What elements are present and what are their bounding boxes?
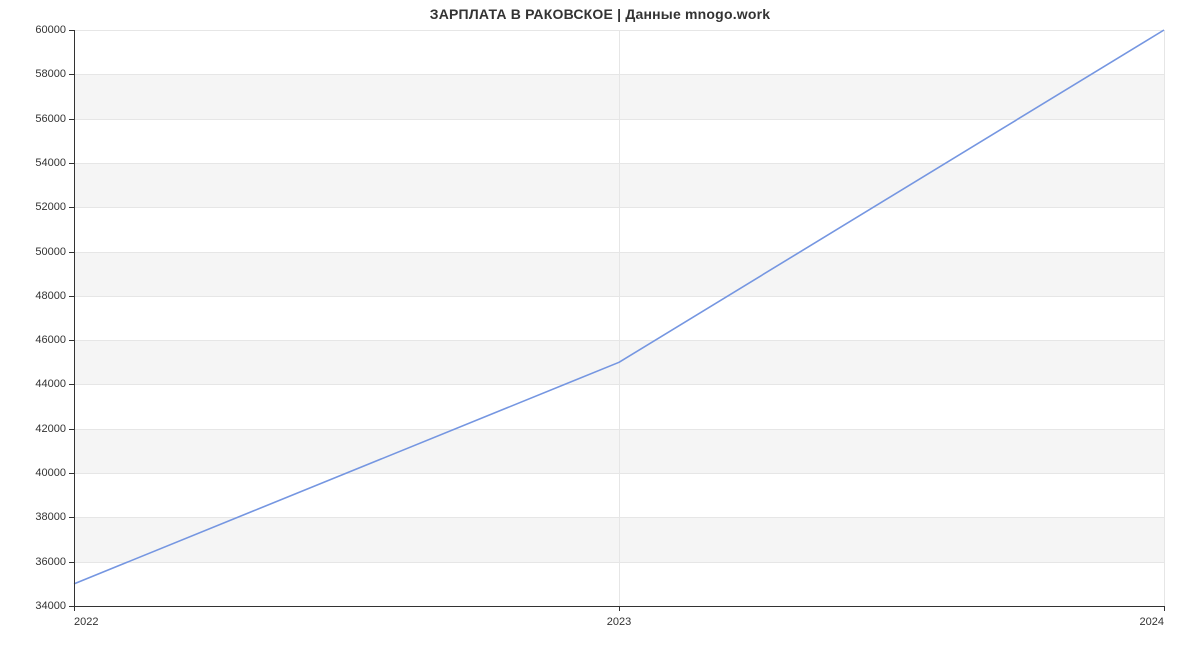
y-tick-label: 58000 [22,68,66,80]
y-axis-line [74,30,75,606]
x-tick [1164,606,1165,611]
y-tick-label: 44000 [22,378,66,390]
y-tick-label: 54000 [22,157,66,169]
y-tick-label: 40000 [22,467,66,479]
y-tick-label: 46000 [22,334,66,346]
y-tick-label: 38000 [22,511,66,523]
y-tick-label: 36000 [22,556,66,568]
x-tick-label: 2023 [589,616,649,628]
y-tick [69,473,74,474]
salary-chart: ЗАРПЛАТА В РАКОВСКОЕ | Данные mnogo.work… [0,0,1200,650]
y-tick [69,207,74,208]
y-tick [69,252,74,253]
x-tick [74,606,75,611]
y-tick [69,562,74,563]
y-tick-label: 52000 [22,201,66,213]
chart-title: ЗАРПЛАТА В РАКОВСКОЕ | Данные mnogo.work [0,6,1200,22]
y-tick-label: 56000 [22,113,66,125]
y-tick [69,384,74,385]
y-tick-label: 60000 [22,24,66,36]
y-tick [69,517,74,518]
y-tick [69,340,74,341]
x-tick-label: 2022 [74,616,134,628]
plot-area: 3400036000380004000042000440004600048000… [74,30,1164,606]
y-tick-label: 34000 [22,600,66,612]
y-tick-label: 48000 [22,290,66,302]
x-gridline [1164,30,1165,606]
x-tick-label: 2024 [1104,616,1164,628]
y-tick [69,74,74,75]
y-tick [69,296,74,297]
y-tick [69,30,74,31]
series-line-salary [74,30,1164,584]
y-tick [69,429,74,430]
x-tick [619,606,620,611]
y-tick-label: 50000 [22,246,66,258]
y-tick-label: 42000 [22,423,66,435]
series-layer [74,30,1164,606]
y-tick [69,163,74,164]
y-tick [69,119,74,120]
